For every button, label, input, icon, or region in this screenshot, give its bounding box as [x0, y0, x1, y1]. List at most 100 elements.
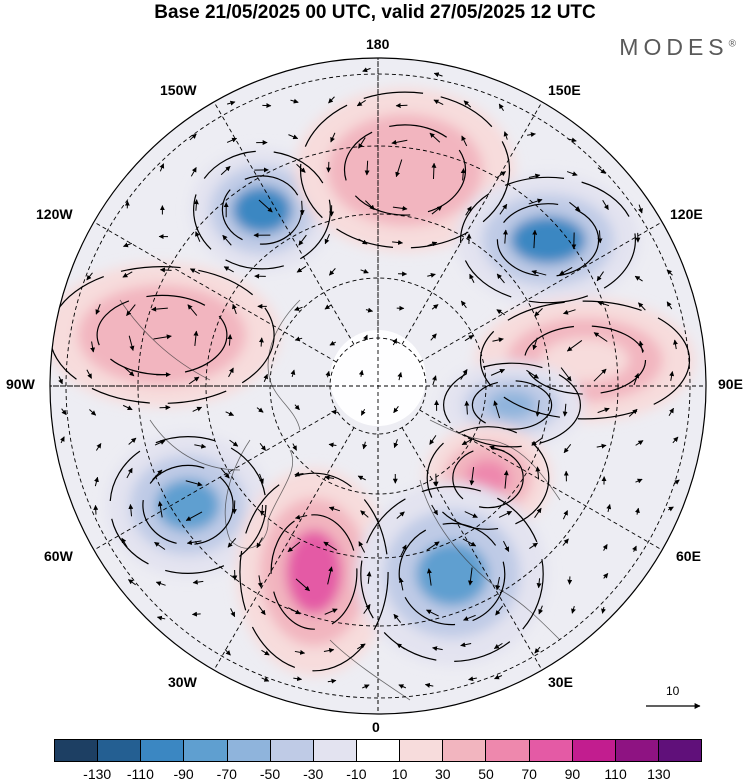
wind-vector	[357, 475, 366, 481]
wind-vector	[356, 643, 366, 650]
wind-vector	[426, 609, 439, 617]
wind-vector	[58, 376, 63, 385]
streamline	[452, 447, 524, 509]
wind-vector	[467, 567, 473, 586]
colorbar-tick-label: -110	[126, 766, 154, 782]
wind-vector	[538, 605, 544, 615]
wind-vector	[328, 96, 335, 104]
wind-vector	[323, 541, 338, 551]
meridian	[213, 101, 355, 345]
wind-vector	[159, 163, 165, 172]
anomaly-negative-contour	[232, 186, 292, 234]
wind-vector	[433, 99, 444, 105]
wind-vector	[397, 371, 403, 381]
wind-vector	[294, 336, 303, 342]
wind-vector	[154, 440, 166, 446]
wind-vector	[327, 678, 337, 684]
anomaly-negative-contour	[510, 216, 586, 264]
streamline	[360, 486, 544, 663]
wind-vector	[128, 503, 134, 517]
wind-vector	[59, 436, 65, 444]
wind-vector	[227, 334, 233, 346]
wind-vector	[460, 369, 468, 380]
wind-vector	[503, 470, 509, 489]
wind-vector	[503, 131, 509, 140]
wind-vector	[633, 372, 640, 386]
lon-label-60w: 60W	[44, 548, 73, 564]
streamline	[270, 514, 358, 630]
wind-vector	[469, 273, 475, 284]
colorbar-cell	[313, 740, 357, 761]
wind-vector	[392, 205, 408, 211]
colorbar-cell	[615, 740, 659, 761]
lon-label-120w: 120W	[36, 206, 73, 222]
wind-vector	[431, 504, 438, 516]
wind-vector	[393, 613, 402, 623]
wind-vector	[532, 337, 538, 351]
wind-vector	[187, 304, 198, 316]
lon-label-150w: 150W	[160, 82, 197, 98]
wind-vector	[427, 272, 436, 278]
wind-vector	[228, 367, 234, 378]
wind-vector	[287, 541, 301, 553]
wind-vector	[602, 199, 609, 211]
wind-vector	[597, 407, 610, 414]
anomaly-positive-contour	[112, 307, 212, 363]
coastline	[119, 299, 211, 381]
wind-vector	[492, 337, 504, 343]
wind-vector	[526, 369, 539, 379]
wind-vector	[329, 340, 337, 346]
colorbar-cell	[572, 740, 616, 761]
wind-vector	[298, 234, 307, 246]
wind-vector	[432, 646, 443, 652]
wind-vector	[86, 369, 92, 379]
wind-vector	[528, 173, 541, 179]
wind-vectors	[58, 67, 680, 690]
colorbar-cell	[270, 740, 314, 761]
wind-vector	[566, 340, 583, 352]
wind-vector	[287, 607, 301, 615]
colorbar-cell	[184, 740, 228, 761]
wind-vector	[296, 163, 306, 173]
wind-vector	[602, 544, 608, 551]
wind-vector	[358, 137, 366, 149]
wind-vector	[669, 371, 675, 381]
wind-vector	[152, 469, 163, 481]
registered-mark: ®	[728, 38, 736, 50]
colorbar-tick-label: 10	[391, 766, 408, 782]
wind-vector	[360, 510, 369, 518]
wind-vector	[465, 206, 472, 216]
wind-vector	[673, 339, 678, 350]
wind-vector	[569, 201, 581, 212]
wind-vector	[495, 605, 504, 616]
meridian	[419, 409, 663, 551]
colorbar-cell	[98, 740, 142, 761]
wind-vector	[220, 166, 231, 176]
wind-vector	[186, 540, 202, 545]
coastline	[329, 639, 411, 701]
colorbar-tick-label: -10	[346, 766, 367, 782]
wind-vector	[667, 506, 674, 512]
colorbar-cell	[400, 740, 444, 761]
wind-vector	[226, 100, 236, 106]
wind-vector	[496, 309, 506, 316]
wind-vector	[395, 103, 408, 109]
wind-vector	[429, 435, 437, 445]
wind-vector	[567, 137, 577, 143]
wind-vector	[94, 476, 99, 487]
wind-vector	[468, 676, 477, 682]
wind-vector	[263, 373, 268, 383]
wind-vector	[601, 606, 606, 614]
colorbar-tick-label: -50	[259, 766, 281, 782]
streamline	[50, 266, 275, 405]
wind-vector	[426, 541, 440, 551]
meridian	[401, 427, 543, 671]
wind-vector	[493, 400, 501, 419]
wind-vector	[395, 159, 403, 178]
lon-label-0: 0	[372, 719, 380, 735]
wind-vector	[462, 538, 477, 547]
coastline	[149, 419, 241, 471]
brand-logo: MODES®	[619, 34, 736, 61]
wind-vector	[327, 566, 334, 585]
